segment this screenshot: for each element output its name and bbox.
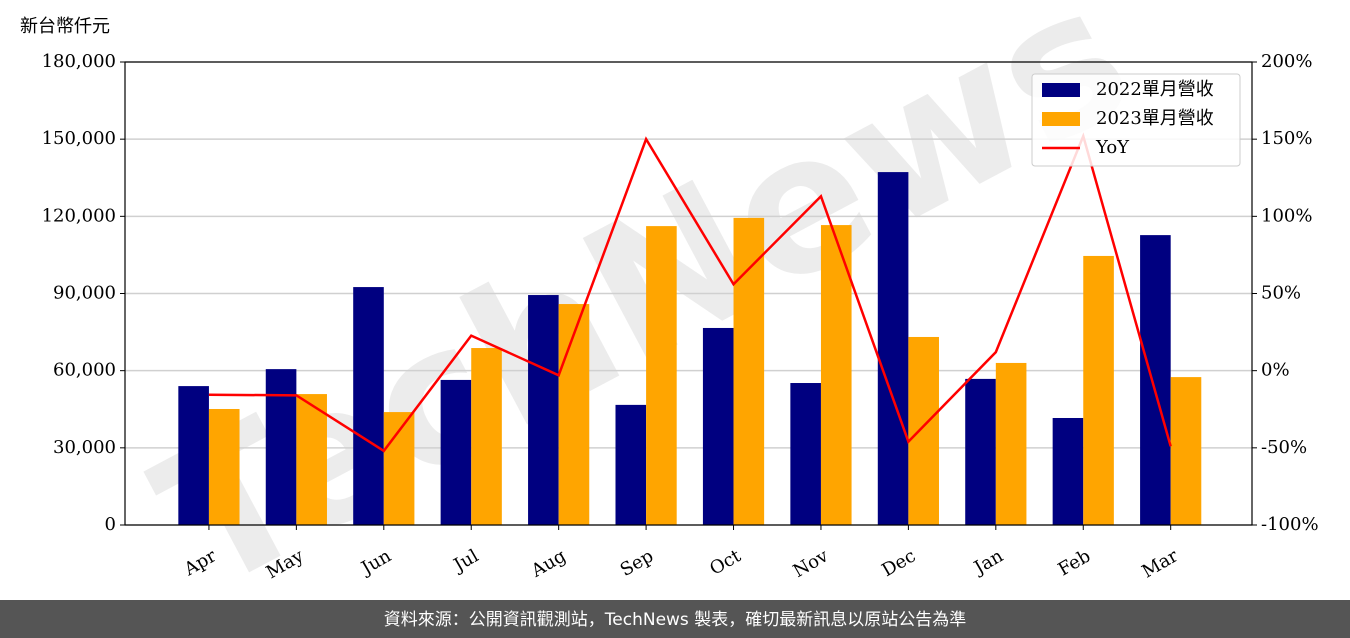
y2-tick-label: -100%	[1261, 514, 1319, 535]
plot-frame	[124, 61, 1253, 526]
bar	[558, 304, 590, 525]
x-tick-label: Oct	[706, 545, 745, 580]
bar	[877, 172, 909, 525]
bar	[440, 379, 472, 525]
watermark: TechNews	[125, 0, 1163, 634]
source-note: 資料來源：公開資訊觀測站，TechNews 製表，確切最新訊息以原站公告為準	[384, 610, 966, 630]
y2-tick-label: 100%	[1261, 205, 1312, 226]
legend-swatch	[1042, 112, 1080, 126]
x-tick-label: Jul	[449, 545, 483, 577]
bar	[1140, 235, 1171, 526]
y-tick-label: 150,000	[42, 128, 116, 149]
x-tick-label: Feb	[1055, 545, 1095, 580]
legend-swatch	[1042, 83, 1080, 97]
bar	[702, 327, 734, 525]
bar	[528, 295, 559, 525]
y-tick-label: 60,000	[53, 360, 116, 381]
bar	[908, 336, 939, 525]
x-tick-label: Nov	[790, 545, 833, 582]
bar	[790, 383, 821, 525]
legend-label: YoY	[1095, 137, 1130, 158]
y-axis-unit: 新台幣仟元	[20, 16, 110, 37]
bar	[296, 394, 327, 525]
bar	[1052, 417, 1084, 525]
legend-label: 2022單月營收	[1096, 79, 1214, 100]
y-tick-label: 180,000	[42, 51, 116, 72]
bar	[733, 217, 765, 526]
x-tick-label: Sep	[617, 545, 657, 580]
y-tick-label: 0	[105, 514, 116, 535]
bar	[1083, 255, 1114, 525]
y2-tick-label: 0%	[1261, 360, 1290, 381]
bar	[646, 226, 677, 525]
x-tick-label: Dec	[878, 545, 919, 581]
y-tick-label: 30,000	[53, 437, 116, 458]
bar	[615, 404, 647, 525]
bar	[178, 386, 209, 525]
legend-box	[1031, 73, 1241, 167]
y-tick-label: 120,000	[42, 205, 116, 226]
yoy-line	[208, 132, 1172, 453]
bar	[1170, 377, 1202, 525]
bar	[820, 225, 852, 525]
bar	[208, 408, 240, 525]
x-tick-label: Jan	[969, 545, 1007, 579]
footer-bar	[0, 600, 1350, 638]
y-tick-label: 90,000	[53, 283, 116, 304]
bar	[265, 369, 297, 525]
y2-tick-label: 50%	[1261, 283, 1301, 304]
bar	[965, 378, 996, 525]
x-tick-label: Mar	[1138, 545, 1182, 582]
x-tick-label: Aug	[527, 545, 570, 582]
bar	[353, 287, 384, 525]
legend-label: 2023單月營收	[1096, 108, 1214, 129]
y2-tick-label: -50%	[1261, 437, 1307, 458]
y2-tick-label: 150%	[1261, 128, 1312, 149]
bar	[471, 348, 502, 525]
y2-tick-label: 200%	[1261, 51, 1312, 72]
bar	[995, 362, 1027, 525]
